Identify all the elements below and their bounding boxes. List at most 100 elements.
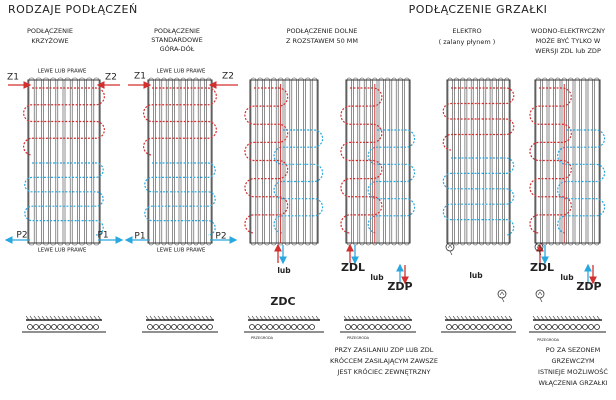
pipe-ring (345, 324, 351, 330)
floor-hatch (363, 315, 368, 321)
pipe-ring (33, 324, 39, 330)
pipe-ring (171, 324, 177, 330)
pipe-label: P2 (16, 231, 27, 241)
floor-hatch (552, 315, 557, 321)
radiator-tube (485, 77, 491, 246)
floor-hatch (343, 315, 348, 321)
column-title: KRZYŻOWE (31, 36, 68, 45)
floor-hatch (33, 315, 38, 321)
pipe-ring (375, 324, 381, 330)
heater-icon (501, 297, 505, 303)
pipe-ring (564, 324, 570, 330)
pipe-ring (249, 324, 255, 330)
floor-hatch (85, 315, 90, 321)
radiator-tube (491, 77, 497, 246)
radiator-tube (453, 77, 459, 246)
radiator-tube (180, 77, 186, 246)
note: JEST KRÓCIEC ZEWNĘTRZNY (337, 367, 431, 376)
pipe-label: Z2 (222, 72, 234, 82)
pipe-label: Z1 (7, 73, 19, 83)
pipe-label: Z1 (134, 72, 146, 82)
floor-hatch (303, 315, 308, 321)
flow-cold (557, 129, 606, 234)
side-note: LEWE LUB PRAWE (157, 248, 206, 254)
pipe-ring (147, 324, 153, 330)
pipe-ring (494, 324, 500, 330)
radiator-tube (581, 77, 587, 246)
floor-hatch (181, 315, 186, 321)
floor-hatch (37, 315, 42, 321)
radiator-tube (71, 77, 78, 246)
floor-hatch (153, 315, 158, 321)
pipe-ring (570, 324, 576, 330)
partition-label: PRZEGRODA (347, 336, 370, 340)
floor-hatch (275, 315, 280, 321)
floor-hatch (544, 315, 549, 321)
pipe-ring (476, 324, 482, 330)
or-label: lub (370, 273, 384, 282)
floor-hatch (193, 315, 198, 321)
pipe-ring (303, 324, 309, 330)
column-title: GÓRA-DÓŁ (160, 44, 195, 53)
floor-hatch (556, 315, 561, 321)
floor-hatch (468, 315, 473, 321)
radiator-tube (93, 77, 100, 246)
radiator-tube (548, 77, 554, 246)
floor-hatch (255, 315, 260, 321)
pipe-ring (381, 324, 387, 330)
floor-hatch (173, 315, 178, 321)
pipe-ring (93, 324, 99, 330)
floor-hatch (189, 315, 194, 321)
floor-hatch (209, 315, 214, 321)
radiator-tube (391, 77, 397, 246)
pipe-ring (387, 324, 393, 330)
floor-hatch (97, 315, 102, 321)
connection-code: ZDP (387, 280, 412, 293)
heater-icon (497, 289, 507, 299)
floor-hatch (391, 315, 396, 321)
floor-hatch (25, 315, 30, 321)
pipe-ring (488, 324, 494, 330)
floor-hatch (572, 315, 577, 321)
note: PO ZA SEZONEM (546, 346, 600, 354)
pipe-ring (69, 324, 75, 330)
flow-hot (442, 87, 515, 151)
floor-hatch (399, 315, 404, 321)
floor-hatch (247, 315, 252, 321)
pipe-ring (189, 324, 195, 330)
radiator-tube (187, 77, 193, 246)
floor-hatch (395, 315, 400, 321)
heater-icon (537, 291, 543, 296)
floor-hatch (351, 315, 356, 321)
floor-hatch (460, 315, 465, 321)
floor-hatch (161, 315, 166, 321)
pipe-ring (177, 324, 183, 330)
floor-hatch (315, 315, 320, 321)
flow-hot (143, 87, 217, 156)
pipe-ring (153, 324, 159, 330)
column-title: ELEKTRO (452, 27, 481, 35)
floor-hatch (588, 315, 593, 321)
flow-hot (340, 87, 383, 234)
flow-cold (273, 129, 324, 234)
floor-hatch (49, 315, 54, 321)
radiator-tube (587, 77, 593, 246)
pipe-ring (582, 324, 588, 330)
radiator-tube (574, 77, 580, 246)
partition-label: PRZEGRODA (251, 336, 274, 340)
floor-hatch (81, 315, 86, 321)
radiator-tube (284, 77, 291, 246)
floor-hatch (383, 315, 388, 321)
pipe-ring (452, 324, 458, 330)
pipe-ring (267, 324, 273, 330)
pipe-ring (558, 324, 564, 330)
floor-hatch (484, 315, 489, 321)
or-label: lub (560, 273, 574, 282)
floor-hatch (251, 315, 256, 321)
pipe-ring (470, 324, 476, 330)
floor-hatch (536, 315, 541, 321)
pipe-ring (309, 324, 315, 330)
pipe-ring (369, 324, 375, 330)
radiator-tube (359, 77, 365, 246)
pipe-ring (57, 324, 63, 330)
